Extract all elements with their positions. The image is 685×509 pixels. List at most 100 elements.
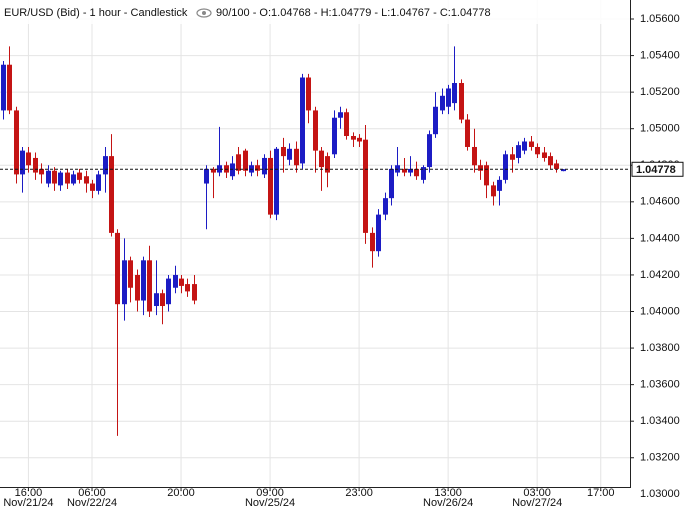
candle-body [484,165,489,186]
candle-body [491,185,496,197]
x-tick-label: 13:00 [434,487,462,499]
candle-body [478,165,483,171]
x-tick-label: 03:00 [523,487,551,499]
x-tick-label: 09:00 [256,487,284,499]
candle-body [440,95,445,111]
y-tick-label: 1.05400 [640,49,680,61]
candle-body [465,119,470,147]
chart-title: EUR/USD (Bid) - 1 hour - Candlestick [4,7,188,19]
candle-body [554,163,559,169]
candle-body [84,176,89,184]
x-tick-label: 20:00 [167,487,195,499]
candle-body [128,260,133,288]
candle-body [217,165,222,173]
candle-body [14,110,19,175]
candle-body [319,150,324,168]
candle-body [542,152,547,158]
candle-body [535,146,540,155]
candle-body [325,156,330,173]
candle-body [306,77,311,111]
candle-body [7,64,12,111]
candle-body [376,214,381,252]
candle-body [96,174,101,191]
candle-body [77,172,82,180]
x-tick-date: Nov/22/24 [67,497,117,509]
x-tick-label: 16:00 [15,487,43,499]
x-tick-label: 17:00 [587,487,615,499]
candle-body [402,168,407,173]
candles [1,46,566,436]
candle-body [383,198,388,215]
candle-body [363,139,368,233]
candle-body [33,157,38,173]
candle-body [427,134,432,168]
candle-body [46,170,51,184]
candle-body [459,82,464,120]
candle-body [204,168,209,184]
y-tick-label: 1.03400 [640,415,680,427]
y-tick-label: 1.04000 [640,305,680,317]
candle-body [243,150,248,171]
candle-body [548,156,553,166]
candle-body [179,278,184,286]
y-tick-label: 1.05000 [640,123,680,135]
candle-body [90,183,95,191]
candle-body [357,137,362,142]
y-tick-label: 1.03800 [640,342,680,354]
x-tick-date: Nov/25/24 [245,497,295,509]
candle-body [52,170,57,184]
y-tick-label: 1.04400 [640,232,680,244]
candle-body [522,141,527,151]
x-tick-label: 23:00 [345,487,373,499]
candle-body [141,260,146,301]
y-tick-label: 1.03000 [640,488,680,500]
visibility-icon[interactable] [196,8,212,18]
candle-body [338,112,343,118]
candle-body [211,168,216,173]
candle-body [529,141,534,147]
candle-body [268,157,273,215]
candle-body [472,146,477,166]
candle-body [300,77,305,164]
x-tick-label: 06:00 [78,487,106,499]
candle-body [109,156,114,233]
y-tick-label: 1.03200 [640,452,680,464]
header-bg [0,0,630,24]
y-tick-label: 1.04600 [640,196,680,208]
candle-body [192,284,197,301]
candle-body [58,172,63,186]
candle-body [287,148,292,160]
candle-body [154,293,159,307]
candle-body [503,154,508,180]
candle-body [115,232,120,305]
candle-body [1,64,6,111]
candle-body [516,145,521,158]
candle-body [160,293,165,307]
candle-body [414,168,419,177]
candle-body [281,146,286,157]
candle-body [332,117,337,155]
candle-body [313,110,318,151]
candle-body [370,232,375,252]
candle-body [446,88,451,107]
candle-body [433,106,438,135]
candle-body [103,156,108,175]
candle-body [510,154,515,160]
candle-body [344,112,349,137]
y-tick-label: 1.04200 [640,269,680,281]
candle-body [147,260,152,312]
y-tick-label: 1.05600 [640,13,680,25]
candle-body [71,174,76,184]
current-price-label: 1.04778 [636,164,676,176]
candle-body [166,278,171,305]
candle-body [230,163,235,177]
candle-body [20,150,25,175]
candle-body [255,165,260,171]
candle-body [39,168,44,175]
candle-body [421,167,426,180]
candle-body [351,136,356,140]
candle-body [497,179,502,191]
y-tick-label: 1.05200 [640,86,680,98]
